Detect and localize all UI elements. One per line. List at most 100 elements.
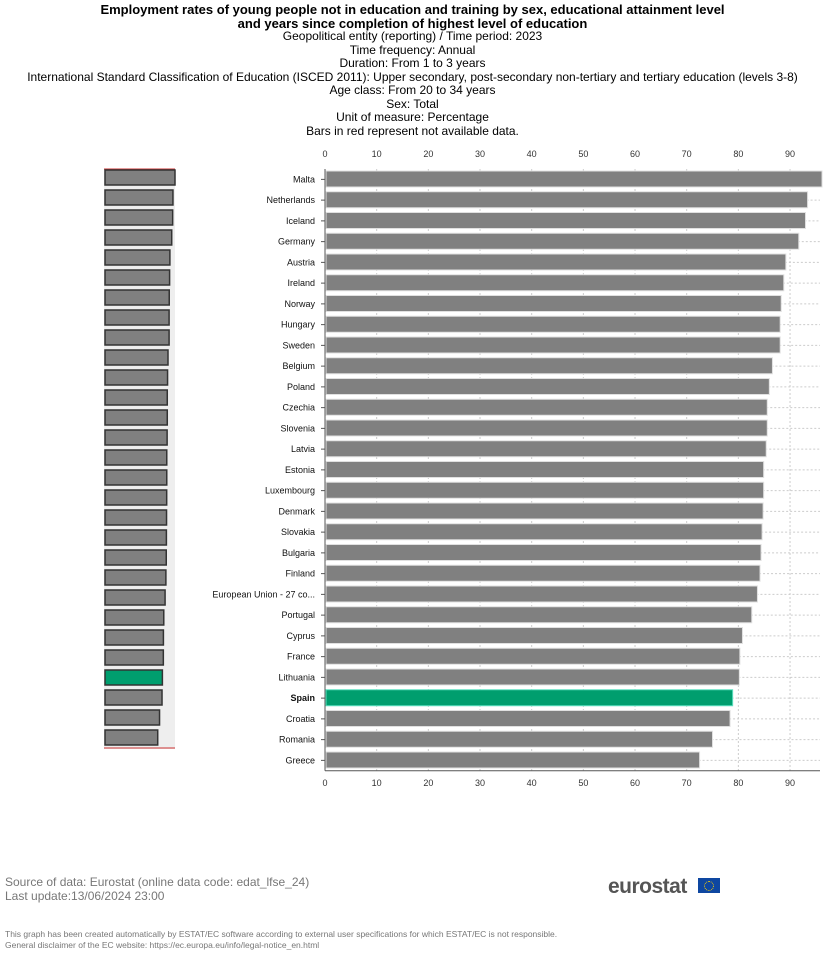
x-tick-label-top: 10 bbox=[372, 149, 382, 159]
navigator-bar bbox=[104, 349, 169, 366]
x-tick-label-top: 70 bbox=[682, 149, 692, 159]
subtitle: Unit of measure: Percentage bbox=[336, 110, 489, 124]
disclaimer: This graph has been created automaticall… bbox=[5, 929, 557, 951]
bar-portugal bbox=[325, 606, 753, 624]
source-info: Source of data: Eurostat (online data co… bbox=[5, 875, 309, 903]
navigator-bar bbox=[104, 629, 165, 646]
navigator-bar bbox=[104, 589, 166, 606]
chart-title-line: Employment rates of young people not in … bbox=[100, 2, 725, 17]
bar-austria bbox=[325, 253, 787, 271]
navigator-bar bbox=[104, 649, 165, 666]
bar-greece bbox=[325, 751, 701, 769]
category-label: Estonia bbox=[285, 465, 315, 475]
subtitle: Bars in red represent not available data… bbox=[306, 123, 519, 138]
navigator-bar bbox=[104, 189, 174, 206]
category-label: Slovakia bbox=[281, 527, 315, 537]
category-label: Slovenia bbox=[280, 423, 315, 433]
x-tick-label-top: 0 bbox=[322, 149, 327, 159]
category-label: Latvia bbox=[291, 444, 315, 454]
bar-france bbox=[325, 647, 741, 665]
category-label: Romania bbox=[279, 735, 315, 745]
subtitle: Duration: From 1 to 3 years bbox=[339, 56, 486, 70]
bar-sweden bbox=[325, 336, 781, 354]
category-label: Portugal bbox=[281, 610, 315, 620]
last-update: Last update:13/06/2024 23:00 bbox=[5, 889, 165, 903]
x-tick-label-bottom: 10 bbox=[372, 778, 382, 788]
bar-finland bbox=[325, 564, 761, 582]
navigator-bar bbox=[104, 249, 171, 266]
category-label: Malta bbox=[293, 174, 315, 184]
bar-hungary bbox=[325, 315, 781, 333]
category-label: Norway bbox=[284, 299, 315, 309]
bar-cyprus bbox=[325, 627, 743, 644]
category-label: Spain bbox=[290, 693, 315, 703]
navigator-bar bbox=[104, 169, 176, 186]
category-label: European Union - 27 co... bbox=[212, 589, 315, 599]
navigator-bar bbox=[104, 569, 167, 586]
category-label: Hungary bbox=[281, 320, 316, 330]
category-label: Finland bbox=[285, 569, 315, 579]
category-label: Luxembourg bbox=[265, 486, 315, 496]
navigator-bar bbox=[104, 529, 168, 546]
bar-croatia bbox=[325, 710, 731, 727]
chart-header: Employment rates of young people not in … bbox=[0, 3, 825, 138]
x-tick-label-bottom: 0 bbox=[322, 778, 327, 788]
x-tick-label-top: 30 bbox=[475, 149, 485, 159]
navigator-bar bbox=[104, 449, 168, 466]
x-tick-label-bottom: 70 bbox=[682, 778, 692, 788]
x-tick-label-top: 20 bbox=[423, 149, 433, 159]
chart-title-line: and years since completion of highest le… bbox=[237, 15, 588, 31]
category-label: Sweden bbox=[282, 340, 315, 350]
navigator-bar bbox=[104, 509, 168, 526]
x-tick-label-top: 50 bbox=[578, 149, 588, 159]
bar-germany bbox=[325, 232, 800, 250]
navigator-bar bbox=[104, 389, 169, 406]
bar-bulgaria bbox=[325, 544, 762, 561]
navigator-bar bbox=[104, 489, 168, 506]
x-tick-label-bottom: 30 bbox=[475, 778, 485, 788]
bar-slovakia bbox=[325, 523, 763, 541]
bar-norway bbox=[325, 295, 782, 312]
category-label: Netherlands bbox=[266, 195, 315, 205]
disclaimer-line: General disclaimer of the EC website: ht… bbox=[5, 940, 320, 950]
eu-flag-icon bbox=[698, 878, 720, 893]
bar-netherlands bbox=[325, 191, 809, 209]
bar-poland bbox=[325, 378, 770, 395]
x-tick-label-bottom: 80 bbox=[733, 778, 743, 788]
category-label: Croatia bbox=[286, 714, 315, 724]
navigator-bar bbox=[104, 549, 167, 566]
x-tick-label-bottom: 40 bbox=[527, 778, 537, 788]
subtitle: Sex: Total bbox=[386, 96, 439, 111]
navigator-bar bbox=[104, 729, 159, 746]
bar-ireland bbox=[325, 274, 785, 292]
bar-european-union-27-co- bbox=[325, 585, 758, 603]
bar-lithuania bbox=[325, 668, 740, 686]
navigator-bar bbox=[104, 229, 173, 246]
x-tick-label-top: 60 bbox=[630, 149, 640, 159]
navigator-bar bbox=[104, 209, 174, 226]
navigator-bar bbox=[104, 709, 161, 726]
bar-slovenia bbox=[325, 419, 768, 437]
bar-romania bbox=[325, 730, 713, 748]
x-tick-label-bottom: 60 bbox=[630, 778, 640, 788]
bar-spain bbox=[325, 689, 734, 707]
subtitle: Time frequency: Annual bbox=[349, 42, 476, 57]
navigator-bar bbox=[104, 609, 165, 626]
x-tick-label-bottom: 50 bbox=[578, 778, 588, 788]
subtitle: International Standard Classification of… bbox=[27, 69, 798, 84]
navigator-bar bbox=[104, 669, 164, 686]
bar-estonia bbox=[325, 461, 765, 478]
navigator-bar bbox=[104, 289, 170, 306]
bar-iceland bbox=[325, 212, 806, 229]
category-label: Germany bbox=[278, 237, 316, 247]
disclaimer-line: This graph has been created automaticall… bbox=[5, 929, 558, 939]
bar-luxembourg bbox=[325, 481, 765, 499]
category-label: Lithuania bbox=[278, 672, 315, 682]
source-text: Source of data: Eurostat (online data co… bbox=[5, 875, 310, 889]
category-label: Greece bbox=[285, 755, 315, 765]
subtitle: Age class: From 20 to 34 years bbox=[329, 83, 496, 97]
bar-chart: 0 0 10 10 20 20 30 30 40 40 50 50 60 60 70 70 80 80 90 90 Ma… bbox=[104, 149, 823, 788]
navigator-bar bbox=[104, 689, 163, 706]
bar-czechia bbox=[325, 398, 768, 416]
navigator-bar bbox=[104, 369, 169, 386]
